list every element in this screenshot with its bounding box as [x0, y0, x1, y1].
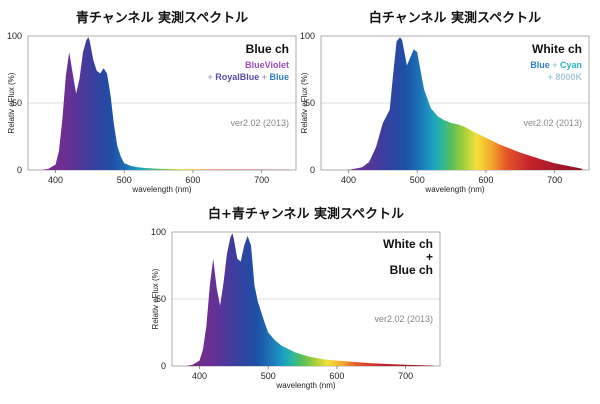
- x-axis-label: wavelength (nm): [424, 185, 484, 194]
- x-tick-label: 700: [398, 371, 413, 381]
- legend-line-1: White ch: [532, 42, 582, 56]
- legend-line-3: + 8000K: [548, 72, 583, 82]
- y-tick-label: 0: [17, 165, 22, 175]
- legend-line-2: Blue + Cyan: [530, 60, 582, 70]
- legend-text: Blue: [269, 72, 289, 82]
- y-tick-label: 0: [161, 361, 166, 371]
- y-axis-label: Relativ eFlux (%): [7, 72, 16, 133]
- legend-text: +: [426, 250, 433, 264]
- legend-line-2: BlueViolet: [245, 60, 289, 70]
- legend-line-3: Blue ch: [390, 263, 433, 277]
- chart-title: 白+青チャンネル 実測スペクトル: [208, 206, 404, 222]
- x-axis-label: wavelength (nm): [275, 381, 335, 390]
- x-tick-label: 400: [48, 175, 63, 185]
- legend-text: Blue ch: [390, 263, 433, 277]
- spectrum-chart-3: 白+青チャンネル 実測スペクトル 400 500 600 700 0 50 100 wavele…: [151, 206, 441, 390]
- version-label: ver2.02 (2013): [374, 314, 433, 324]
- y-tick-label: 50: [12, 98, 22, 108]
- y-tick-label: 100: [300, 31, 315, 41]
- legend-text: White ch: [383, 237, 433, 251]
- y-axis-label: Relativ eFlux (%): [151, 268, 160, 329]
- version-label: ver2.02 (2013): [523, 118, 582, 128]
- x-tick-label: 500: [410, 175, 425, 185]
- x-tick-label: 500: [117, 175, 132, 185]
- legend-text: Blue: [530, 60, 550, 70]
- x-tick-label: 600: [185, 175, 200, 185]
- x-tick-label: 700: [547, 175, 562, 185]
- version-label: ver2.02 (2013): [230, 118, 289, 128]
- legend-line-2: +: [426, 250, 433, 264]
- legend-text: Blue ch: [246, 42, 289, 56]
- spectrum-chart-1: 青チャンネル 実測スペクトル 400 500 600 700 0 50 100 waveleng…: [7, 10, 297, 194]
- y-tick-label: 50: [156, 294, 166, 304]
- x-tick-label: 700: [254, 175, 269, 185]
- chart-title: 白チャンネル 実測スペクトル: [369, 10, 541, 26]
- spectrum-area: [348, 37, 583, 170]
- x-tick-label: 600: [329, 371, 344, 381]
- y-tick-label: 100: [7, 31, 22, 41]
- legend-text: 8000K: [555, 72, 582, 82]
- legend-text: Cyan: [560, 60, 582, 70]
- x-tick-label: 400: [192, 371, 207, 381]
- chart-title: 青チャンネル 実測スペクトル: [76, 10, 248, 26]
- legend-line-1: Blue ch: [246, 42, 289, 56]
- legend-text: BlueViolet: [245, 60, 289, 70]
- spectrum-area: [41, 37, 290, 170]
- x-tick-label: 500: [261, 371, 276, 381]
- legend-text: RoyalBlue: [215, 72, 259, 82]
- legend-text: +: [550, 60, 560, 70]
- legend-text: +: [207, 72, 215, 82]
- legend-text: +: [548, 72, 556, 82]
- x-tick-label: 400: [341, 175, 356, 185]
- y-tick-label: 50: [305, 98, 315, 108]
- legend-line-3: + RoyalBlue + Blue: [207, 72, 289, 82]
- spectrum-chart-2: 白チャンネル 実測スペクトル 400 500 600 700 0 50 100 waveleng…: [300, 10, 590, 194]
- y-axis-label: Relativ eFlux (%): [300, 72, 309, 133]
- spectrum-area: [185, 233, 434, 366]
- x-tick-label: 600: [478, 175, 493, 185]
- y-tick-label: 0: [310, 165, 315, 175]
- y-tick-label: 100: [151, 227, 166, 237]
- legend-text: White ch: [532, 42, 582, 56]
- legend-line-1: White ch: [383, 237, 433, 251]
- legend-text: +: [259, 72, 269, 82]
- x-axis-label: wavelength (nm): [131, 185, 191, 194]
